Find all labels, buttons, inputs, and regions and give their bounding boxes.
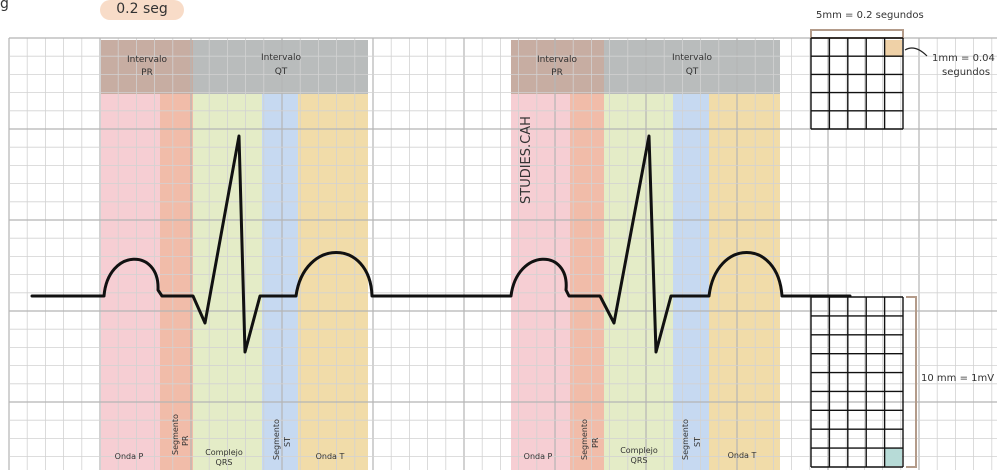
pr-interval-header — [511, 40, 604, 94]
ecg-grid-overlay — [8, 37, 997, 470]
onda-t-label: Onda T — [728, 451, 757, 460]
qrs-region — [604, 40, 673, 470]
legend-10mm-box — [810, 296, 917, 468]
onda-t-label: Onda T — [316, 452, 345, 461]
pr-segment-region — [570, 40, 604, 470]
ecg-trace — [30, 134, 852, 354]
st-segment-region — [262, 40, 298, 470]
segmento-pr-sub: PR — [591, 437, 600, 448]
interval-qt-sub: QT — [686, 67, 699, 77]
time-badge: 0.2 seg — [100, 0, 184, 20]
legend-bot-grid — [810, 296, 904, 468]
legend-10mm-bracket — [906, 296, 917, 468]
segmento-pr-label: Segmento — [580, 419, 589, 460]
p-wave-region — [511, 40, 570, 470]
t-wave-region — [709, 40, 780, 470]
segmento-st-sub: ST — [283, 437, 292, 447]
interval-qt-sub: QT — [275, 67, 288, 77]
qrs-sub: QRS — [216, 458, 233, 467]
qrs-label: Complejo — [620, 446, 658, 455]
interval-pr-label: Intervalo — [537, 55, 577, 65]
corner-mark: g — [0, 0, 9, 12]
watermark: STUDIES.CAH — [519, 116, 534, 204]
qrs-label: Complejo — [205, 448, 243, 457]
legend-5mm-title: 5mm = 0.2 segundos — [816, 10, 924, 21]
legend-1mm-line1: 1mm = 0.04 — [932, 53, 995, 64]
interval-qt-label: Intervalo — [672, 53, 712, 63]
qt-interval-header — [193, 40, 368, 94]
st-segment-region — [673, 40, 709, 470]
interval-pr-label: Intervalo — [127, 55, 167, 65]
legend-5mm-bracket — [810, 29, 904, 39]
p-wave-region — [101, 40, 160, 470]
pr-segment-region — [160, 40, 193, 470]
interval-pr-sub: PR — [141, 68, 153, 78]
segmento-pr-label: Segmento — [171, 414, 180, 455]
qrs-sub: QRS — [631, 456, 648, 465]
legend-corner-cell — [884, 448, 902, 466]
segmento-st-label: Segmento — [681, 419, 690, 460]
interval-pr-sub: PR — [551, 68, 563, 78]
pr-interval-header — [101, 40, 193, 94]
qt-interval-header — [604, 40, 780, 94]
onda-p-label: Onda P — [115, 452, 144, 461]
interval-qt-label: Intervalo — [261, 53, 301, 63]
onda-p-label: Onda P — [524, 452, 553, 461]
segmento-st-sub: ST — [693, 437, 702, 447]
legend-top-grid — [810, 37, 904, 130]
t-wave-region — [298, 40, 368, 470]
segmento-st-label: Segmento — [272, 419, 281, 460]
legend-5mm-box — [810, 29, 904, 130]
legend-1mm-cell — [884, 40, 902, 57]
legend-arrow — [904, 47, 928, 57]
segmento-pr-sub: PR — [181, 435, 190, 446]
legend-1mm-line2: segundos — [942, 67, 990, 78]
legend-10mm-label: 10 mm = 1mV — [921, 373, 994, 384]
beat-2-regions — [511, 40, 780, 470]
